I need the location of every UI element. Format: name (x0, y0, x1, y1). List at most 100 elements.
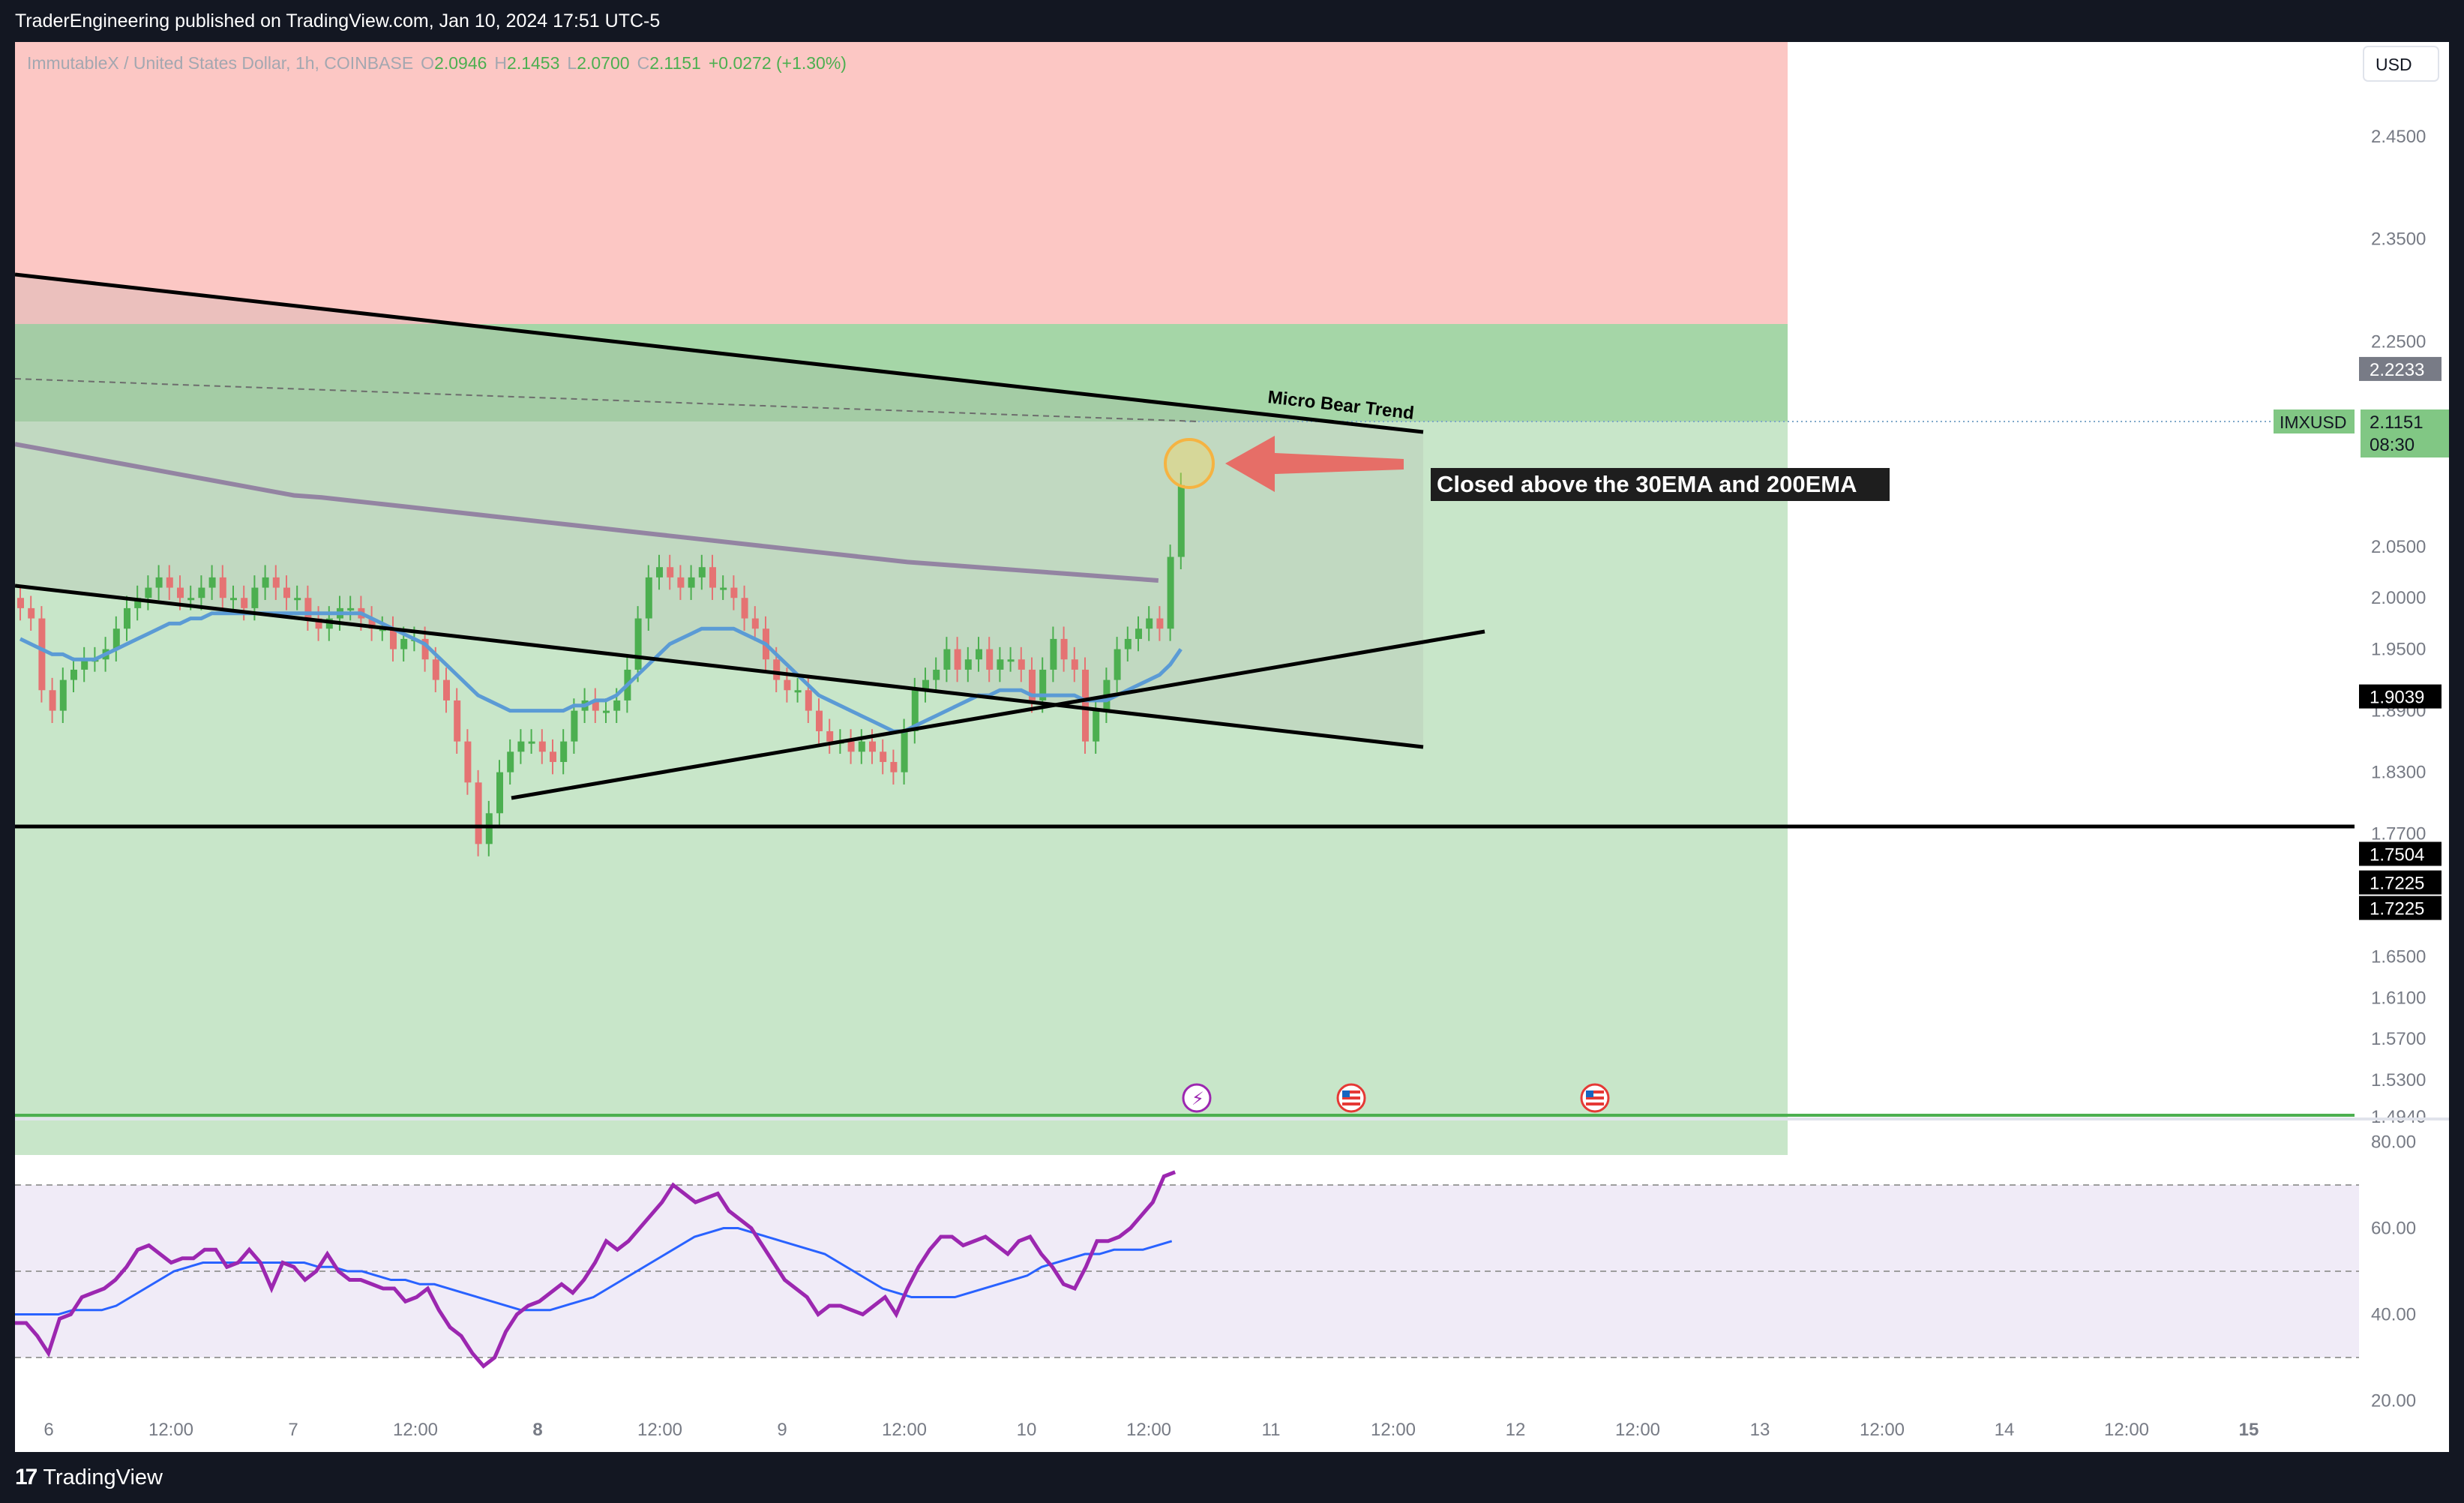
symbol-tag: IMXUSD (2280, 412, 2346, 432)
candle-body (421, 638, 429, 660)
candle-body (677, 577, 685, 588)
candle-body (1007, 659, 1015, 662)
candle-body (485, 813, 493, 844)
price-tick: 2.0500 (2371, 537, 2426, 557)
price-tag-box (2359, 684, 2442, 709)
svg-text:⚡: ⚡ (1192, 1088, 1204, 1109)
candle-body (432, 659, 439, 680)
candle-body (187, 598, 195, 601)
candle-body (847, 741, 855, 752)
candle-body (507, 752, 514, 772)
candle-body (1050, 638, 1057, 670)
candle-body (1029, 669, 1036, 700)
price-tick: 2.4500 (2371, 127, 2426, 147)
candle-body (592, 700, 599, 711)
rsi-tick: 60.00 (2371, 1219, 2416, 1239)
candle-body (571, 710, 578, 742)
candle-body (645, 577, 652, 619)
time-axis[interactable]: 6 12:00 7 12:00 8 12:00 9 12:00 10 12:00 11 12:00 12… (43, 1420, 2259, 1440)
us-flag-event-icon[interactable] (1580, 1083, 1610, 1113)
candle-body (59, 680, 67, 711)
price-tick: 1.6100 (2371, 988, 2426, 1008)
candle-body (28, 608, 35, 619)
dashed-entry-line (15, 378, 1201, 422)
candle-body (379, 628, 386, 632)
candle-body (528, 741, 535, 744)
price-tick: 1.5700 (2371, 1029, 2426, 1049)
price-tag-box (2359, 356, 2442, 381)
chart-frame[interactable]: Micro Bear Trend Closed above the 30EMA … (15, 42, 2449, 1452)
tradingview-logo-icon: 17 (15, 1465, 37, 1490)
candle-body (230, 598, 237, 601)
rsi-line (15, 1170, 1177, 1369)
price-chart[interactable]: Micro Bear Trend Closed above the 30EMA … (15, 42, 2449, 1452)
rising-support-trendline[interactable] (511, 629, 1485, 800)
price-axis[interactable]: 2.45002.35002.25002.15002.05002.00001.95… (2359, 127, 2442, 1127)
candle-body (869, 741, 876, 752)
candle-body (1082, 669, 1089, 742)
currency-button[interactable]: USD (2363, 46, 2439, 82)
open-value: 2.0946 (434, 53, 487, 73)
candle-body (858, 741, 865, 752)
callout-text: Closed above the 30EMA and 200EMA (1437, 471, 1857, 497)
candle-body (1114, 649, 1121, 680)
symbol-description: ImmutableX / United States Dollar, 1h, C… (27, 53, 413, 73)
candle-body (443, 680, 450, 700)
upper-trendline[interactable] (15, 272, 1424, 434)
current-price-tag: IMXUSD 2.1151 08:30 (2274, 410, 2449, 458)
candle-body (997, 659, 1004, 670)
countdown-label: 08:30 (2370, 435, 2415, 455)
close-highlight-circle (1164, 438, 1215, 489)
price-tick: 1.9500 (2371, 640, 2426, 660)
candle-body (1018, 659, 1025, 670)
candle-body (134, 598, 142, 608)
price-tag-label: 1.9039 (2370, 688, 2424, 708)
candle-body (1167, 556, 1174, 629)
price-tag-box (2359, 870, 2442, 895)
candle-body (145, 587, 152, 598)
candle-body (698, 567, 706, 578)
time-tick: 11 (1262, 1420, 1281, 1440)
flash-event-icon[interactable]: ⚡ (1182, 1083, 1212, 1113)
price-tick: 1.7700 (2371, 824, 2426, 844)
candle-body (634, 618, 642, 670)
price-tick: 2.3500 (2371, 230, 2426, 250)
us-flag-event-icon[interactable] (1336, 1083, 1366, 1113)
tradingview-logo[interactable]: 17 TradingView (15, 1465, 163, 1490)
candle-body (943, 649, 951, 670)
candle-body (741, 598, 748, 619)
candle-body (124, 608, 130, 629)
time-tick: 12 (1506, 1420, 1526, 1440)
high-value: 2.1453 (507, 53, 559, 73)
footer: 17 TradingView (0, 1452, 2464, 1503)
candle-body (208, 577, 216, 588)
candle-body (517, 741, 525, 752)
time-tick: 8 (532, 1420, 542, 1440)
candle-body (283, 587, 290, 598)
lower-trendline[interactable] (15, 584, 1424, 749)
price-tick: 2.0000 (2371, 588, 2426, 608)
candle-body (390, 628, 397, 650)
candle-body (262, 577, 269, 588)
candle-body (112, 628, 120, 650)
candle-body (496, 772, 503, 814)
candle-body (17, 598, 24, 608)
candle-body (784, 680, 791, 691)
candle-body (964, 659, 972, 670)
candle-body (272, 577, 280, 588)
time-tick: 12:00 (1615, 1420, 1660, 1440)
price-tag-box (2359, 896, 2442, 920)
time-tick: 12:00 (1126, 1420, 1171, 1440)
candle-body (475, 782, 482, 844)
candle-body (1156, 618, 1164, 629)
candle-body (954, 649, 961, 670)
candle-body (1093, 710, 1100, 742)
time-tick: 12:00 (2104, 1420, 2149, 1440)
rsi-axis[interactable]: 80.00 60.00 40.00 20.00 (2371, 1132, 2416, 1412)
symbol-legend: ImmutableX / United States Dollar, 1h, C… (27, 53, 847, 73)
price-tag-label: 1.7225 (2370, 899, 2424, 920)
candle-body (1177, 484, 1185, 557)
price-tag-label: 2.2233 (2370, 360, 2424, 380)
rsi-tick: 20.00 (2371, 1391, 2416, 1412)
candle-body (794, 690, 802, 693)
